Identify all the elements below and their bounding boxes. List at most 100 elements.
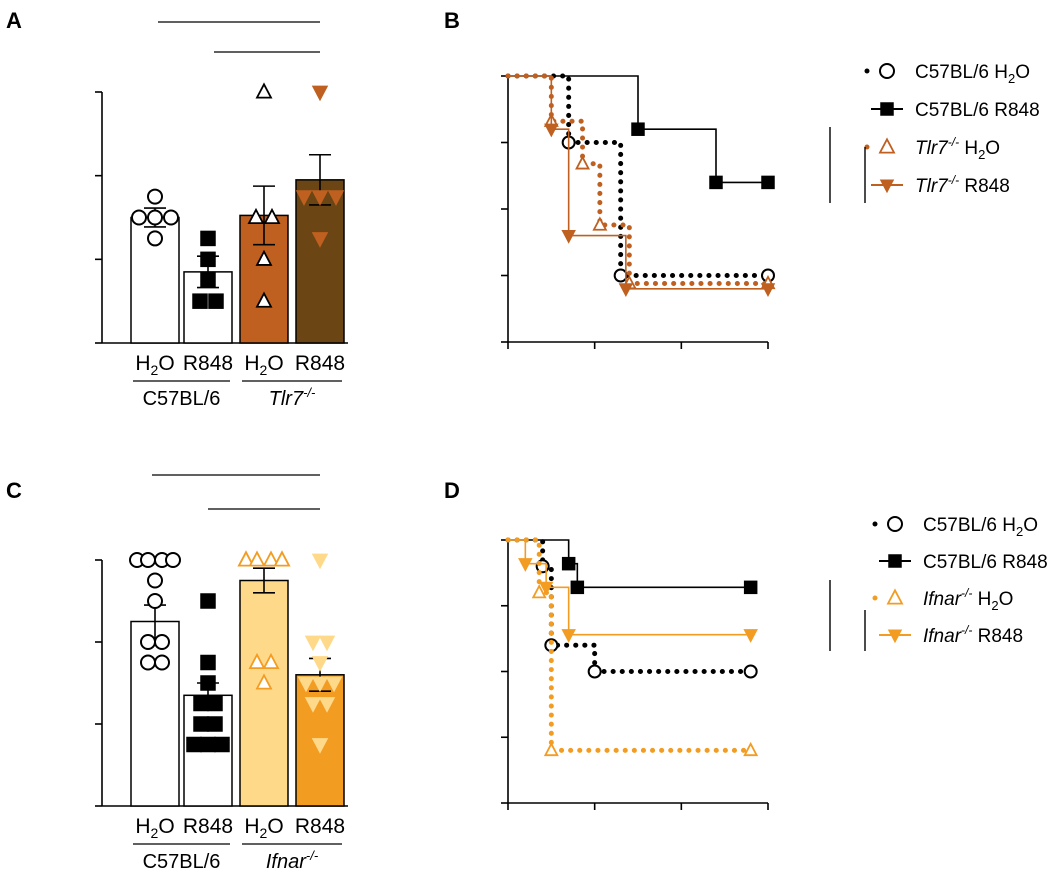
text-span: O: [999, 589, 1014, 610]
data-point: [165, 552, 181, 568]
panel-label-b: B: [444, 8, 460, 33]
text-span: H: [972, 589, 991, 610]
x-category-label: R848: [183, 352, 233, 375]
text-span: -/-: [303, 385, 316, 400]
panel-b-survival-chart: C57BL/6 H 2 O C57BL/6 R848 Tlr7-/- H2O Tlr7-/…: [501, 62, 1040, 349]
data-point: [297, 676, 315, 693]
legend-marker: [886, 588, 904, 605]
survival-line: [505, 73, 771, 278]
legend-label: Ifnar-/- H2O: [923, 586, 1013, 613]
text-span: O: [158, 352, 174, 375]
text-span: O: [1015, 62, 1030, 83]
data-point: [200, 675, 216, 691]
text-span: 2: [151, 825, 159, 841]
survival-marker: [531, 584, 547, 599]
text-span: 2: [991, 598, 998, 613]
data-point: [262, 550, 280, 567]
data-point: [248, 550, 266, 567]
data-point: [237, 550, 255, 567]
data-point: [263, 207, 281, 225]
survival-marker: [709, 175, 723, 190]
panel-label-c: C: [6, 478, 22, 503]
data-point: [311, 85, 329, 102]
data-point: [193, 716, 209, 732]
text-span: 2: [978, 147, 985, 162]
x-category-label: H2O: [135, 815, 174, 841]
x-category-label: R848: [183, 815, 233, 838]
data-point: [304, 697, 322, 713]
data-point: [214, 736, 230, 753]
text-span: O: [158, 815, 174, 838]
survival-marker: [570, 580, 585, 595]
text-span: R848: [295, 352, 345, 375]
legend-label: Tlr7-/- H2O: [915, 135, 1000, 162]
survival-marker: [575, 155, 591, 170]
data-point: [193, 695, 209, 712]
text-span: C57BL/6 H: [923, 515, 1016, 536]
data-point: [200, 230, 216, 247]
text-span: H: [135, 815, 150, 838]
legend-dot: [864, 68, 870, 74]
bar: [295, 179, 345, 344]
legend-marker: [879, 179, 895, 194]
data-point: [208, 293, 224, 309]
data-point: [200, 272, 216, 288]
data-point: [207, 695, 223, 712]
panel-label-d: D: [444, 478, 460, 503]
legend-label: C57BL/6 H2O: [923, 515, 1038, 539]
data-point: [311, 656, 329, 672]
text-span: C57BL/6 H: [915, 62, 1008, 83]
survival-marker: [561, 629, 576, 643]
survival-marker: [761, 175, 775, 190]
survival-marker: [618, 283, 634, 298]
survival-line: [508, 75, 768, 184]
survival-marker: [743, 664, 758, 679]
bar: [130, 620, 180, 807]
text-span: H: [959, 138, 978, 159]
legend-marker: [888, 554, 902, 568]
survival-marker: [743, 580, 758, 595]
x-category-label: R848: [295, 352, 345, 375]
legend-label: C57BL/6 R848: [915, 100, 1040, 121]
survival-marker: [592, 216, 608, 231]
data-point: [140, 634, 156, 650]
text-span: O: [267, 352, 283, 375]
survival-marker: [743, 629, 758, 643]
data-point: [327, 190, 345, 206]
data-point: [200, 654, 216, 671]
legend-label: Tlr7-/- R848: [915, 173, 1010, 197]
x-category-label: H2O: [244, 815, 283, 841]
text-span: 2: [260, 362, 268, 378]
data-point: [255, 82, 273, 99]
text-span: H: [244, 352, 259, 375]
legend-marker: [878, 137, 896, 154]
text-span: 2: [260, 825, 268, 841]
text-span: -/-: [948, 135, 959, 149]
text-span: 2: [1016, 524, 1023, 539]
data-point: [154, 634, 170, 650]
data-point: [304, 635, 322, 652]
survival-marker: [743, 741, 759, 757]
data-point: [311, 738, 329, 754]
survival-marker: [543, 741, 559, 757]
text-span: R848: [959, 176, 1010, 197]
survival-marker: [631, 122, 645, 136]
legend-marker: [887, 516, 903, 532]
survival-marker: [538, 581, 554, 596]
group-label: Tlr7-/-: [269, 385, 316, 410]
text-span: Ifnar: [923, 626, 962, 647]
survival-line: [508, 75, 768, 290]
survival-marker: [587, 664, 602, 679]
data-point: [255, 673, 273, 690]
data-point: [200, 251, 216, 268]
text-span: H: [244, 815, 259, 838]
data-point: [147, 230, 163, 247]
legend-marker: [880, 102, 894, 116]
legend-dot: [872, 521, 878, 527]
data-point: [311, 676, 329, 693]
survival-marker: [544, 123, 559, 138]
text-span: C57BL/6: [143, 851, 221, 872]
data-point: [248, 652, 266, 669]
text-span: Tlr7: [269, 388, 304, 410]
